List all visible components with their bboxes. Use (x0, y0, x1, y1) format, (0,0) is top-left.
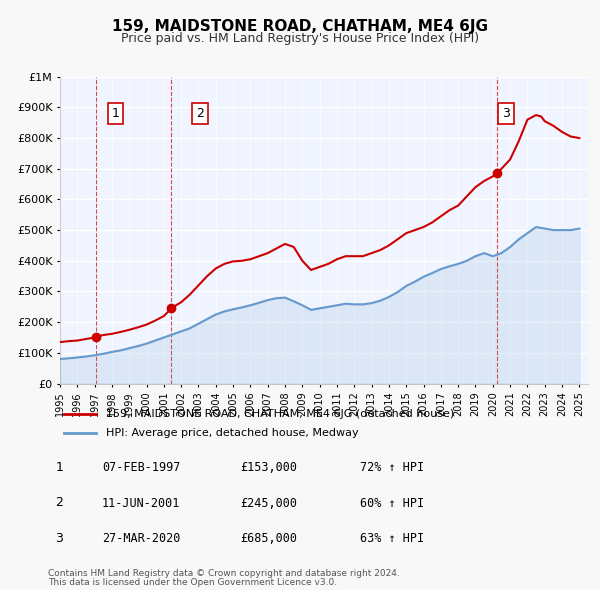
Text: 60% ↑ HPI: 60% ↑ HPI (360, 497, 424, 510)
Text: 1: 1 (55, 461, 64, 474)
Text: 3: 3 (55, 532, 64, 545)
Text: £153,000: £153,000 (240, 461, 297, 474)
Text: 72% ↑ HPI: 72% ↑ HPI (360, 461, 424, 474)
Text: Price paid vs. HM Land Registry's House Price Index (HPI): Price paid vs. HM Land Registry's House … (121, 32, 479, 45)
Text: Contains HM Land Registry data © Crown copyright and database right 2024.: Contains HM Land Registry data © Crown c… (48, 569, 400, 578)
Text: 2: 2 (196, 107, 204, 120)
Text: £245,000: £245,000 (240, 497, 297, 510)
Text: This data is licensed under the Open Government Licence v3.0.: This data is licensed under the Open Gov… (48, 578, 337, 587)
Text: 159, MAIDSTONE ROAD, CHATHAM, ME4 6JG (detached house): 159, MAIDSTONE ROAD, CHATHAM, ME4 6JG (d… (106, 409, 454, 418)
Text: 27-MAR-2020: 27-MAR-2020 (102, 532, 181, 545)
Text: 3: 3 (502, 107, 510, 120)
Text: 1: 1 (112, 107, 119, 120)
Text: 07-FEB-1997: 07-FEB-1997 (102, 461, 181, 474)
Text: HPI: Average price, detached house, Medway: HPI: Average price, detached house, Medw… (106, 428, 359, 438)
Text: 159, MAIDSTONE ROAD, CHATHAM, ME4 6JG: 159, MAIDSTONE ROAD, CHATHAM, ME4 6JG (112, 19, 488, 34)
Text: 63% ↑ HPI: 63% ↑ HPI (360, 532, 424, 545)
Text: 2: 2 (55, 496, 64, 510)
Text: £685,000: £685,000 (240, 532, 297, 545)
Text: 11-JUN-2001: 11-JUN-2001 (102, 497, 181, 510)
